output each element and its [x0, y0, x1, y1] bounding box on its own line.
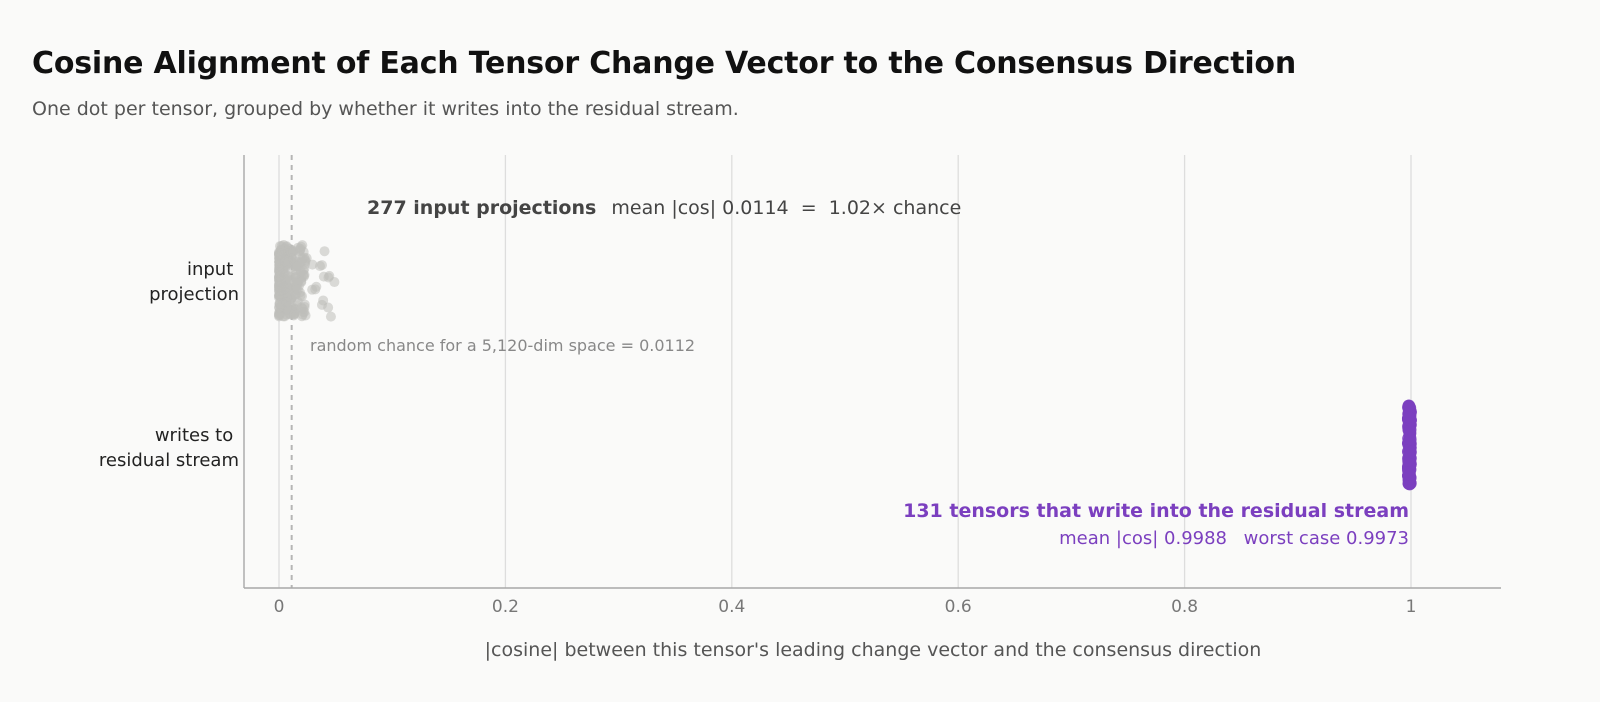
- input-projection-dot: [318, 295, 329, 306]
- chart-subtitle: One dot per tensor, grouped by whether i…: [32, 98, 739, 120]
- input-projection-dot: [323, 302, 334, 313]
- x-tick-label: 1: [1406, 597, 1417, 617]
- input-projection-dot: [290, 269, 301, 280]
- input-projection-dot: [319, 246, 330, 257]
- category-label-residual: writes to residual stream: [99, 425, 239, 471]
- x-tick-label: 0.6: [945, 597, 972, 617]
- residual-stream-dot: [1402, 411, 1415, 424]
- residual-annotation-mean: mean |cos| 0.9988: [1059, 528, 1227, 549]
- residual-stream-dot: [1403, 468, 1416, 481]
- input-projection-dot: [274, 310, 285, 321]
- residual-stream-dot: [1403, 399, 1416, 412]
- grid-layer: [278, 155, 1412, 588]
- x-tick-label: 0: [274, 597, 285, 617]
- label-layer: input projection writes to residual stre…: [99, 197, 1409, 661]
- input-projection-dot: [275, 245, 286, 256]
- residual-stream-dot: [1403, 424, 1416, 437]
- input-projection-dot: [324, 270, 335, 281]
- axis-layer: 0 0.2 0.4 0.6 0.8 1: [243, 155, 1501, 617]
- x-tick-label: 0.8: [1171, 597, 1198, 617]
- input-projection-dot: [280, 256, 291, 267]
- input-projection-dot: [274, 265, 285, 276]
- input-projection-dot: [275, 276, 286, 287]
- input-projection-dot: [292, 256, 303, 267]
- residual-stream-dot: [1404, 446, 1417, 459]
- residual-annotation-worst: worst case 0.9973: [1244, 528, 1409, 549]
- x-tick-label: 0.2: [492, 597, 519, 617]
- chart-title: Cosine Alignment of Each Tensor Change V…: [32, 46, 1296, 81]
- chance-annotation: random chance for a 5,120-dim space = 0.…: [310, 336, 695, 355]
- category-label-input: input projection: [149, 259, 239, 305]
- input-projection-dot: [274, 290, 285, 301]
- input-projection-dot: [292, 296, 303, 307]
- residual-stream-dot: [1404, 433, 1417, 446]
- input-projection-dot: [274, 302, 285, 313]
- input-annotation: 277 input projections mean |cos| 0.0114 …: [367, 197, 961, 219]
- input-projection-dot: [295, 244, 306, 255]
- input-projection-dot: [307, 259, 318, 270]
- input-projection-dot: [311, 281, 322, 292]
- x-tick-label: 0.4: [718, 597, 745, 617]
- input-projection-dot: [325, 311, 336, 322]
- x-axis-title: |cosine| between this tensor's leading c…: [485, 639, 1262, 661]
- dots-layer: [274, 240, 1417, 491]
- input-projection-dot: [297, 304, 308, 315]
- input-projection-dot: [315, 261, 326, 272]
- input-projection-dot: [285, 309, 296, 320]
- residual-annotation-title: 131 tensors that write into the residual…: [903, 500, 1409, 522]
